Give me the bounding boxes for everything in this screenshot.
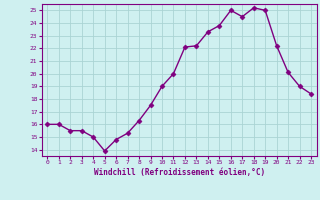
- X-axis label: Windchill (Refroidissement éolien,°C): Windchill (Refroidissement éolien,°C): [94, 168, 265, 177]
